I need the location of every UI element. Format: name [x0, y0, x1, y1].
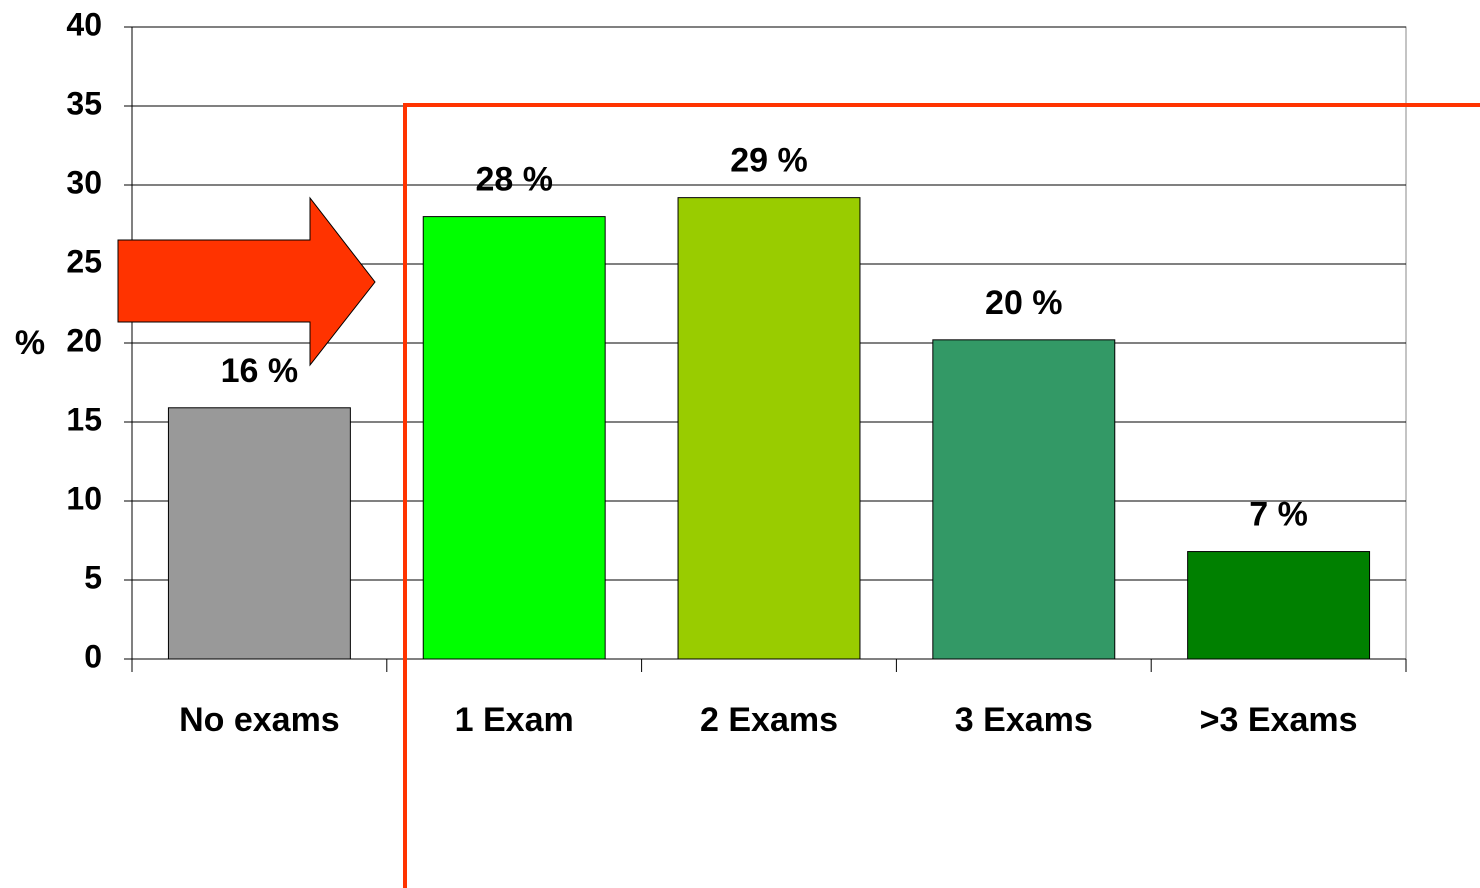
x-tick-label: 2 Exams [700, 701, 838, 739]
y-tick-label: 15 [66, 401, 102, 437]
value-label: 28 % [475, 161, 553, 199]
x-tick-label: 3 Exams [955, 701, 1093, 739]
y-tick-label: 40 [66, 6, 102, 42]
highlight-frame [403, 103, 1480, 888]
arrow [117, 196, 376, 367]
y-axis-label: % [15, 324, 45, 362]
bar [1187, 551, 1371, 660]
value-label: 29 % [730, 142, 808, 180]
value-label: 7 % [1249, 496, 1308, 534]
bar [677, 197, 861, 660]
y-tick-label: 10 [66, 480, 102, 516]
y-tick-label: 5 [84, 559, 102, 595]
value-label: 20 % [985, 284, 1063, 322]
y-tick-label: 35 [66, 85, 102, 121]
x-tick-label: No exams [179, 701, 340, 739]
bar [167, 407, 351, 660]
y-tick-label: 25 [66, 243, 102, 279]
bar [932, 339, 1116, 660]
y-tick-label: 20 [66, 322, 102, 358]
y-tick-label: 0 [84, 638, 102, 674]
y-tick-label: 30 [66, 164, 102, 200]
value-label: 16 % [221, 352, 299, 390]
bar [422, 216, 606, 660]
x-tick-label: >3 Exams [1200, 701, 1358, 739]
x-tick-label: 1 Exam [455, 701, 574, 739]
